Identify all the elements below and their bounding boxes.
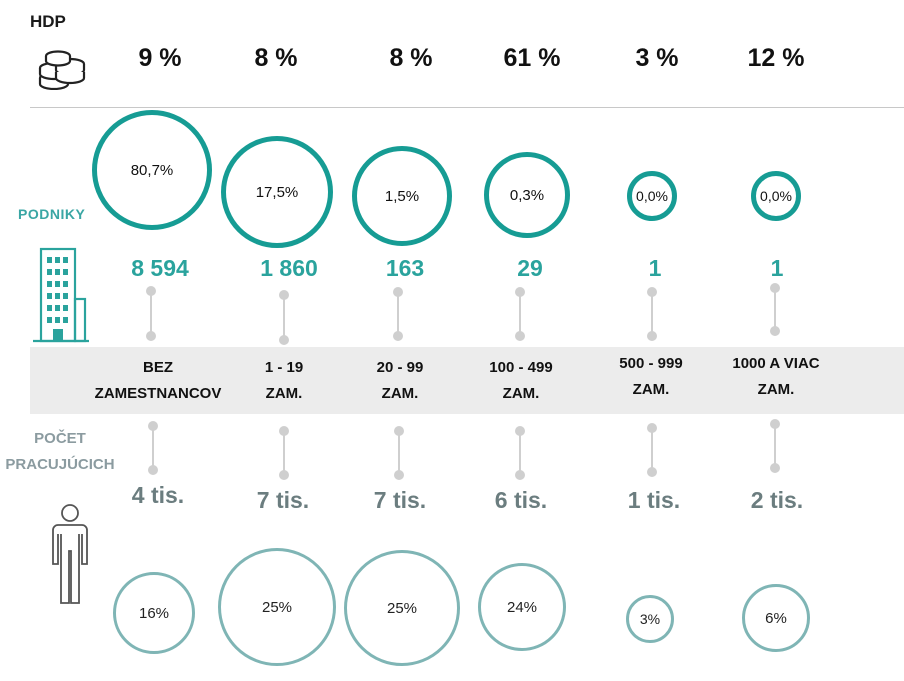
person-icon — [52, 504, 88, 604]
size-line1: 20 - 99 — [376, 359, 424, 376]
companies-label: PODNIKY — [18, 206, 86, 222]
size-line2: ZAM. — [502, 385, 540, 402]
company-size-label: 20 - 99 ZAM. — [325, 355, 475, 407]
office-building-icon — [33, 247, 89, 343]
employee-count: 6 tis. — [494, 487, 548, 513]
employee-share-circle: 25% — [218, 548, 336, 666]
gdp-value: 8 % — [254, 44, 298, 72]
gdp-value: 8 % — [389, 44, 433, 72]
coins-stack-icon — [38, 50, 86, 90]
company-share-value: 0,0% — [636, 188, 668, 204]
employee-count: 7 tis. — [256, 487, 310, 513]
employee-share-circle: 6% — [742, 584, 810, 652]
company-share-value: 17,5% — [255, 183, 299, 201]
hdp-label: HDP — [30, 12, 66, 31]
gdp-value: 3 % — [635, 44, 679, 72]
company-size-label: BEZ ZAMESTNANCOV — [83, 355, 233, 407]
gdp-value: 9 % — [138, 44, 182, 72]
company-count: 1 — [648, 255, 662, 281]
size-line1: 500 - 999 — [619, 355, 683, 372]
size-line2: ZAM. — [757, 381, 795, 398]
company-share-circle: 1,5% — [352, 146, 452, 246]
company-share-circle: 0,0% — [627, 171, 677, 221]
company-share-circle: 0,3% — [484, 152, 570, 238]
employee-count: 7 tis. — [373, 487, 427, 513]
company-size-band — [30, 347, 904, 414]
employee-share-circle: 16% — [113, 572, 195, 654]
company-count: 1 860 — [260, 255, 318, 281]
employee-share-value: 25% — [386, 599, 418, 617]
employee-share-circle: 24% — [478, 563, 566, 651]
company-share-value: 1,5% — [384, 187, 420, 205]
size-line1: BEZ — [143, 359, 173, 376]
company-share-value: 0,0% — [760, 188, 792, 204]
company-count: 29 — [517, 255, 543, 281]
company-share-circle: 17,5% — [221, 136, 333, 248]
company-share-value: 0,3% — [509, 186, 545, 204]
employee-share-value: 24% — [506, 598, 538, 616]
employee-share-circle: 3% — [626, 595, 674, 643]
employees-label: POČET PRACUJÚCICH — [5, 430, 115, 473]
size-line2: ZAM. — [632, 381, 670, 398]
company-count: 1 — [770, 255, 784, 281]
gdp-value: 12 % — [747, 44, 805, 72]
size-line1: 1 - 19 — [264, 359, 304, 376]
company-size-label: 1000 A VIAC ZAM. — [701, 351, 851, 403]
gdp-value: 61 % — [503, 44, 561, 72]
company-share-value: 80,7% — [130, 161, 174, 179]
employee-count: 2 tis. — [750, 487, 804, 513]
company-share-circle: 80,7% — [92, 110, 212, 230]
size-line2: ZAMESTNANCOV — [94, 385, 222, 402]
employee-count: 1 tis. — [627, 487, 681, 513]
company-size-label: 500 - 999 ZAM. — [576, 351, 726, 403]
employee-share-value: 3% — [639, 611, 661, 627]
company-size-label: 100 - 499 ZAM. — [446, 355, 596, 407]
header-divider — [30, 107, 904, 108]
employee-share-circle: 25% — [344, 550, 460, 666]
employee-share-value: 25% — [261, 598, 293, 616]
company-count: 163 — [385, 255, 425, 281]
size-line1: 100 - 499 — [489, 359, 553, 376]
employee-count: 4 tis. — [131, 482, 185, 508]
company-count: 8 594 — [131, 255, 189, 281]
size-line1: 1000 A VIAC — [732, 355, 820, 372]
size-line2: ZAM. — [381, 385, 419, 402]
employee-share-value: 6% — [765, 609, 787, 627]
size-line2: ZAM. — [265, 385, 303, 402]
company-size-label: 1 - 19 ZAM. — [209, 355, 359, 407]
company-share-circle: 0,0% — [751, 171, 801, 221]
employee-share-value: 16% — [138, 604, 170, 622]
